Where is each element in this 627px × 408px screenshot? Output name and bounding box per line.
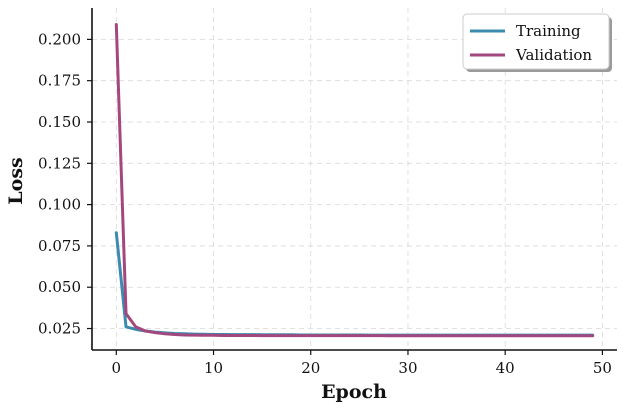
y-ticks: 0.025 0.050 0.075 0.100 0.125 0.150 0.175 0.200 [38,30,92,338]
legend: Training Validation [462,13,612,72]
series-lines [114,23,595,338]
legend-label-validation: Validation [515,46,592,64]
series-line-training [114,231,595,337]
y-tick-label: 0.150 [38,113,81,131]
y-axis-label: Loss [5,157,27,204]
legend-label-training: Training [516,22,581,40]
grid [92,8,617,350]
y-tick-label: 0.100 [38,196,81,214]
x-tick-label: 40 [496,359,515,377]
y-tick-label: 0.200 [38,30,81,48]
x-tick-label: 0 [112,359,122,377]
y-tick-label: 0.050 [38,278,81,296]
y-tick-label: 0.125 [38,154,81,172]
x-ticks: 0 10 20 30 40 50 [112,350,612,377]
x-tick-label: 10 [204,359,223,377]
x-tick-label: 30 [398,359,417,377]
y-tick-label: 0.175 [38,72,81,90]
x-tick-label: 20 [301,359,320,377]
series-line-validation [114,23,595,338]
y-tick-label: 0.075 [38,237,81,255]
x-axis-label: Epoch [321,381,387,403]
axes [91,8,617,351]
y-tick-label: 0.025 [38,320,81,338]
x-tick-label: 50 [593,359,612,377]
